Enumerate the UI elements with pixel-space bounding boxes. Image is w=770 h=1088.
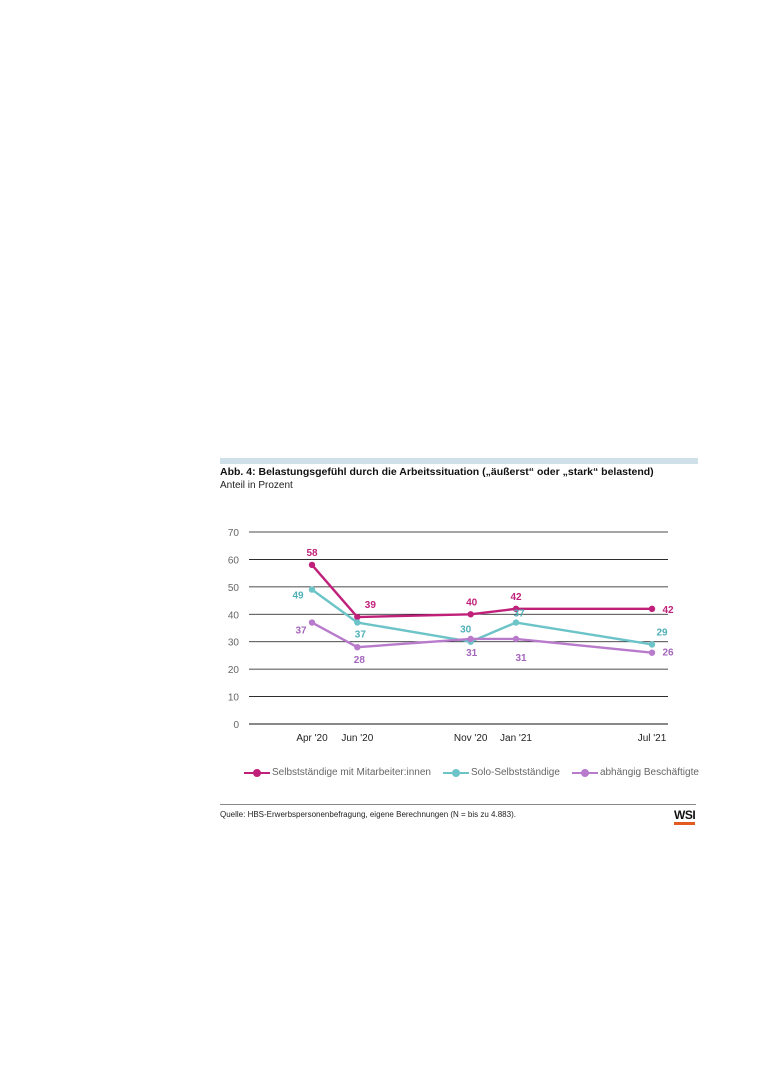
data-point	[512, 605, 520, 612]
x-tick-label: Jun '20	[341, 733, 373, 744]
legend-item-abhaengig-beschaeftigte: abhängig Beschäftigte	[571, 767, 699, 778]
data-point	[354, 613, 361, 621]
data-point	[512, 635, 520, 643]
y-tick-label: 10	[228, 693, 240, 704]
legend-swatch	[442, 768, 469, 777]
legend-item-selbststaendige-mit-mitarbeitern: Selbstständige mit Mitarbeiter:innen	[244, 767, 431, 778]
y-tick-label: 30	[228, 638, 240, 649]
x-tick-label: Apr '20	[296, 733, 328, 744]
data-point	[354, 644, 361, 651]
source-divider	[220, 804, 696, 805]
chart-title: Abb. 4: Belastungsgefühl durch die Arbei…	[220, 466, 654, 478]
legend-swatch	[571, 768, 598, 777]
wsi-logo: WSI	[674, 809, 696, 825]
data-label: 37	[355, 630, 367, 641]
y-tick-label: 20	[228, 665, 240, 676]
data-label: 42	[662, 605, 674, 616]
data-label: 49	[292, 591, 304, 602]
y-tick-label: 70	[228, 528, 240, 539]
y-tick-label: 50	[228, 583, 240, 594]
data-point	[308, 561, 316, 569]
legend: Selbstständige mit Mitarbeiter:innen Sol…	[244, 767, 711, 778]
x-tick-label: Nov '20	[454, 733, 488, 744]
data-point	[648, 605, 656, 612]
data-point	[467, 635, 474, 643]
data-label: 58	[306, 548, 318, 559]
data-label: 28	[354, 655, 366, 666]
y-tick-label: 0	[233, 720, 239, 731]
data-label: 42	[510, 592, 522, 603]
legend-swatch	[244, 768, 270, 777]
legend-item-solo-selbststaendige: Solo-Selbstständige	[442, 767, 560, 778]
data-point	[308, 619, 316, 626]
legend-label: Selbstständige mit Mitarbeiter:innen	[272, 767, 431, 778]
y-tick-label: 60	[228, 555, 240, 566]
data-point	[354, 619, 361, 626]
source-note: Quelle: HBS-Erwerbspersonenbefragung, ei…	[220, 810, 516, 819]
data-point	[467, 611, 474, 618]
data-label: 37	[513, 609, 525, 620]
data-label: 31	[515, 653, 527, 664]
data-point	[308, 586, 316, 593]
data-point	[648, 641, 656, 648]
data-point	[648, 649, 656, 656]
data-label: 26	[662, 648, 674, 659]
x-tick-label: Jul '21	[638, 733, 667, 744]
line-chart: 0 10 20 30 40 50 60 70 Apr '20 Jun '20 Nov '20 Jan …	[228, 528, 674, 744]
header-bar	[220, 458, 698, 464]
data-label: 40	[466, 597, 478, 608]
y-tick-label: 40	[228, 610, 240, 621]
chart-subtitle: Anteil in Prozent	[220, 480, 293, 491]
data-point	[512, 619, 520, 626]
legend-label: Solo-Selbstständige	[470, 767, 560, 778]
legend-label: abhängig Beschäftigte	[599, 767, 699, 778]
data-label: 31	[466, 648, 478, 659]
x-tick-label: Jan '21	[500, 733, 532, 744]
series-line-0	[311, 564, 652, 619]
data-label: 29	[656, 627, 668, 638]
data-label: 39	[365, 600, 377, 611]
data-label: 37	[295, 626, 307, 637]
data-label: 30	[460, 625, 472, 636]
